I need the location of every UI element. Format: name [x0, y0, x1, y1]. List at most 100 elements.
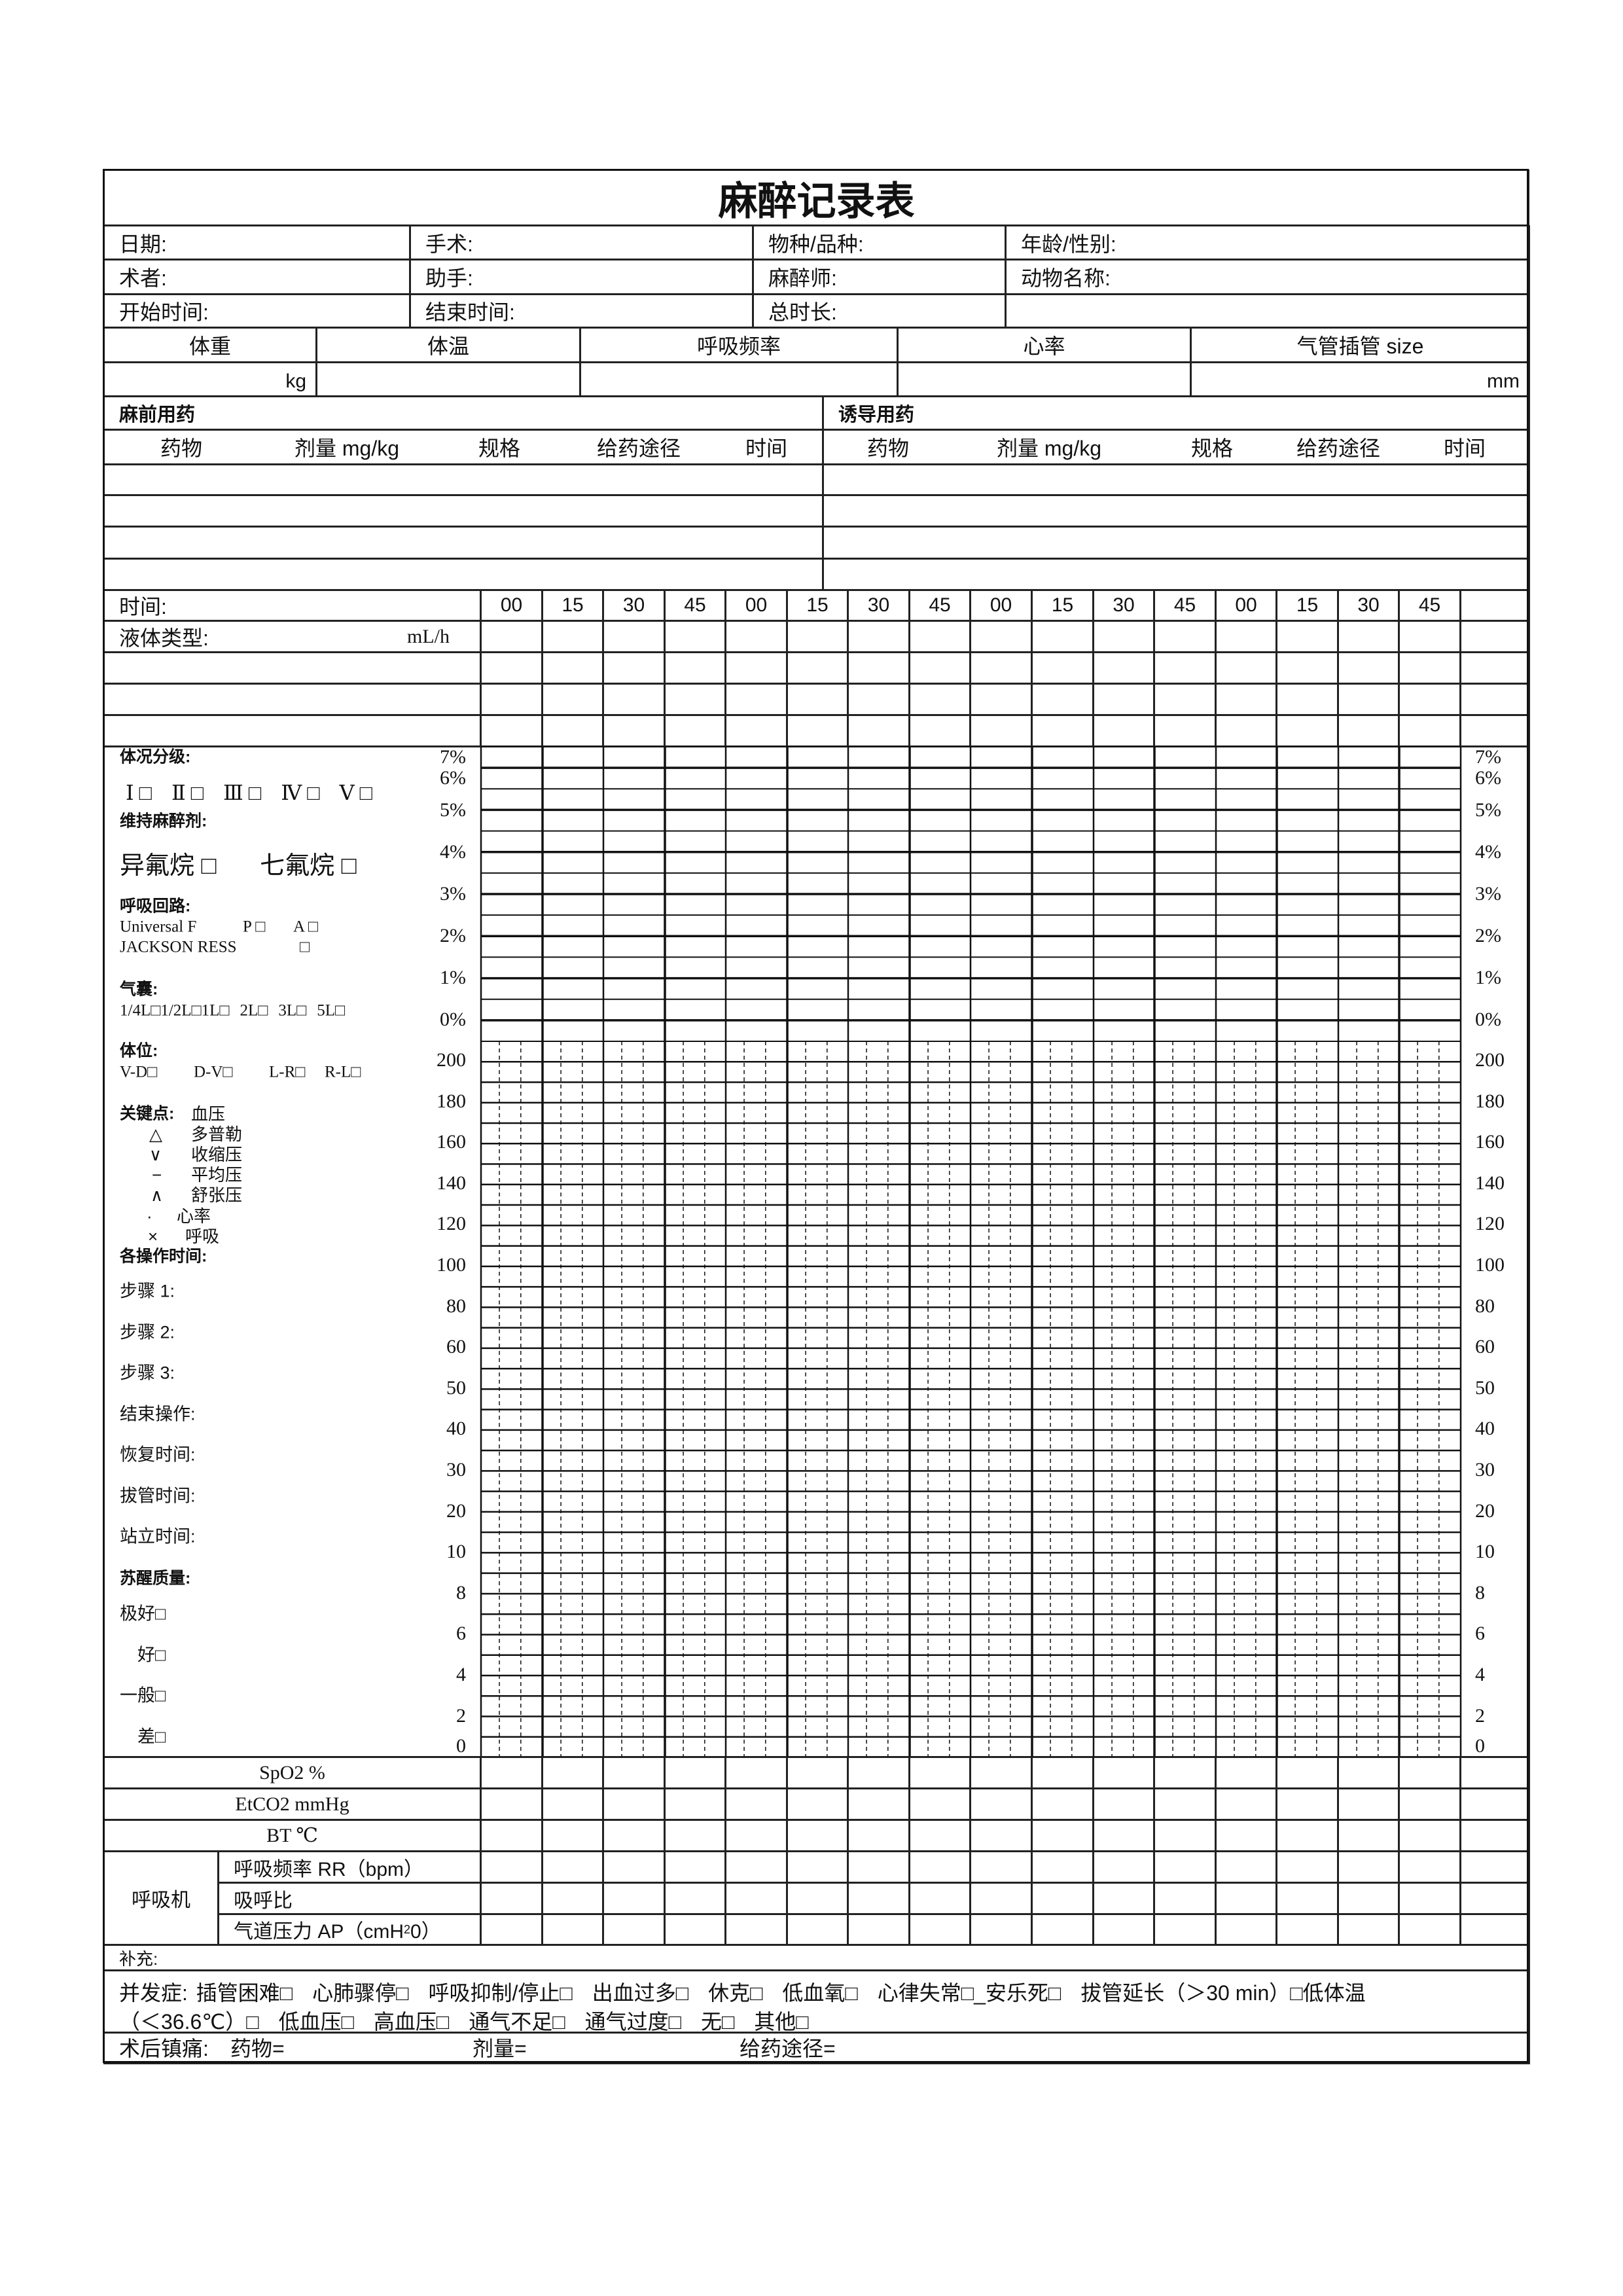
vent-rr-entry-cell[interactable] [542, 1851, 603, 1883]
operation-time-field[interactable]: 结束操作: [120, 1404, 196, 1424]
vent-rr-entry-cell[interactable] [1093, 1851, 1154, 1883]
complication-option[interactable]: 低血氧□ [782, 1981, 858, 2005]
vent-rr-entry-cell[interactable] [1399, 1851, 1461, 1883]
body-temp-entry-cell[interactable] [664, 1820, 726, 1852]
body-temp-entry-cell[interactable] [909, 1820, 971, 1852]
complication-option[interactable]: 拔管延长（＞30 min）□低体温 [1080, 1981, 1366, 2005]
etco2-entry-cell[interactable] [480, 1788, 543, 1820]
vent-ie-ratio-entry-cell[interactable] [1276, 1882, 1338, 1914]
vent-airway-pressure-entry-cell[interactable] [1338, 1914, 1399, 1945]
vent-airway-pressure-entry-cell[interactable] [970, 1914, 1032, 1945]
vent-airway-pressure-entry-cell[interactable] [1093, 1914, 1154, 1945]
sevoflurane-option[interactable]: 七氟烷 □ [260, 852, 357, 880]
spo2-entry-cell[interactable] [1460, 1757, 1530, 1789]
etco2-entry-cell[interactable] [603, 1788, 665, 1820]
vent-ie-ratio-entry-cell[interactable] [725, 1882, 787, 1914]
vent-airway-pressure-entry-cell[interactable] [847, 1914, 910, 1945]
etco2-entry-cell[interactable] [847, 1788, 910, 1820]
bag-option-quarter-l[interactable]: 1/4L□ [120, 1001, 161, 1020]
spo2-entry-cell[interactable] [847, 1757, 910, 1789]
vent-airway-pressure-entry-cell[interactable] [1460, 1914, 1530, 1945]
vent-ie-ratio-entry-cell[interactable] [1031, 1882, 1094, 1914]
circuit-a-option[interactable]: A □ [293, 918, 319, 936]
vent-airway-pressure-entry-cell[interactable] [603, 1914, 665, 1945]
etco2-entry-cell[interactable] [1093, 1788, 1154, 1820]
vent-airway-pressure-entry-cell[interactable] [664, 1914, 726, 1945]
etco2-entry-cell[interactable] [970, 1788, 1032, 1820]
analgesia-dose-field[interactable]: 剂量= [473, 2036, 527, 2060]
spo2-entry-cell[interactable] [1154, 1757, 1216, 1789]
vent-ie-ratio-entry-cell[interactable] [1460, 1882, 1530, 1914]
body-temp-entry-cell[interactable] [542, 1820, 603, 1852]
body-temp-entry-cell[interactable] [1093, 1820, 1154, 1852]
vent-airway-pressure-entry-cell[interactable] [725, 1914, 787, 1945]
bag-option-3l[interactable]: 3L□ [278, 1001, 307, 1020]
body-temp-entry-cell[interactable] [1031, 1820, 1094, 1852]
vent-ie-ratio-entry-cell[interactable] [847, 1882, 910, 1914]
etco2-entry-cell[interactable] [1215, 1788, 1277, 1820]
body-temp-entry-cell[interactable] [1399, 1820, 1461, 1852]
vent-rr-entry-cell[interactable] [1276, 1851, 1338, 1883]
etco2-entry-cell[interactable] [1154, 1788, 1216, 1820]
spo2-entry-cell[interactable] [1276, 1757, 1338, 1789]
vent-airway-pressure-entry-cell[interactable] [909, 1914, 971, 1945]
recovery-fair-option[interactable]: 一般□ [120, 1685, 166, 1706]
complication-option[interactable]: 休克□ [708, 1981, 763, 2005]
isoflurane-option[interactable]: 异氟烷 □ [120, 852, 217, 880]
end-time-field[interactable]: 结束时间: [410, 294, 753, 328]
analgesia-route-field[interactable]: 给药途径= [740, 2036, 836, 2060]
vent-airway-pressure-entry-cell[interactable] [1154, 1914, 1216, 1945]
body-temp-entry-cell[interactable] [970, 1820, 1032, 1852]
body-temp-entry-cell[interactable] [1215, 1820, 1277, 1852]
asa-option-2[interactable]: Ⅱ □ [171, 781, 204, 804]
body-temp-entry-cell[interactable] [1154, 1820, 1216, 1852]
vent-rr-entry-cell[interactable] [664, 1851, 726, 1883]
vent-ie-ratio-entry-cell[interactable] [1399, 1882, 1461, 1914]
vent-ie-ratio-entry-cell[interactable] [970, 1882, 1032, 1914]
operation-time-field[interactable]: 站立时间: [120, 1526, 196, 1547]
spo2-entry-cell[interactable] [970, 1757, 1032, 1789]
position-vd-option[interactable]: V-D□ [120, 1063, 158, 1081]
complication-option[interactable]: 呼吸抑制/停止□ [428, 1981, 573, 2005]
position-dv-option[interactable]: D-V□ [194, 1063, 233, 1081]
recovery-good-option[interactable]: 好□ [137, 1645, 166, 1665]
complication-option[interactable]: （＜36.6℃）□ [119, 2010, 259, 2034]
vent-airway-pressure-entry-cell[interactable] [1031, 1914, 1094, 1945]
spo2-entry-cell[interactable] [787, 1757, 848, 1789]
vent-rr-entry-cell[interactable] [787, 1851, 848, 1883]
spo2-entry-cell[interactable] [603, 1757, 665, 1789]
etco2-entry-cell[interactable] [787, 1788, 848, 1820]
body-temp-entry-cell[interactable] [1338, 1820, 1399, 1852]
vent-ie-ratio-entry-cell[interactable] [1338, 1882, 1399, 1914]
vent-ie-ratio-entry-cell[interactable] [1154, 1882, 1216, 1914]
etco2-entry-cell[interactable] [1460, 1788, 1530, 1820]
vent-ie-ratio-entry-cell[interactable] [909, 1882, 971, 1914]
vent-rr-entry-cell[interactable] [1338, 1851, 1399, 1883]
spo2-entry-cell[interactable] [1399, 1757, 1461, 1789]
vent-ie-ratio-entry-cell[interactable] [542, 1882, 603, 1914]
body-temp-entry-cell[interactable] [1276, 1820, 1338, 1852]
vent-airway-pressure-entry-cell[interactable] [542, 1914, 603, 1945]
analgesia-drug-field[interactable]: 药物= [230, 2036, 285, 2060]
body-temp-entry-cell[interactable] [1460, 1820, 1530, 1852]
operation-time-field[interactable]: 恢复时间: [120, 1444, 196, 1465]
asa-option-3[interactable]: Ⅲ □ [223, 781, 262, 804]
etco2-entry-cell[interactable] [664, 1788, 726, 1820]
recovery-excellent-option[interactable]: 极好□ [120, 1604, 166, 1624]
asa-option-5[interactable]: Ⅴ □ [339, 781, 372, 804]
vent-ie-ratio-entry-cell[interactable] [1093, 1882, 1154, 1914]
recovery-poor-option[interactable]: 差□ [137, 1727, 166, 1747]
spo2-entry-cell[interactable] [1338, 1757, 1399, 1789]
spo2-entry-cell[interactable] [542, 1757, 603, 1789]
spo2-entry-cell[interactable] [664, 1757, 726, 1789]
complication-option[interactable]: 无□ [700, 2010, 735, 2034]
vent-airway-pressure-entry-cell[interactable] [1399, 1914, 1461, 1945]
vent-ie-ratio-entry-cell[interactable] [1215, 1882, 1277, 1914]
vent-rr-entry-cell[interactable] [1460, 1851, 1530, 1883]
bag-option-1l[interactable]: 1L□ [201, 1001, 230, 1020]
etco2-entry-cell[interactable] [1031, 1788, 1094, 1820]
complication-option[interactable]: 心律失常□_安乐死□ [877, 1981, 1061, 2005]
complication-option[interactable]: 低血压□ [278, 2010, 354, 2034]
vent-rr-entry-cell[interactable] [1215, 1851, 1277, 1883]
